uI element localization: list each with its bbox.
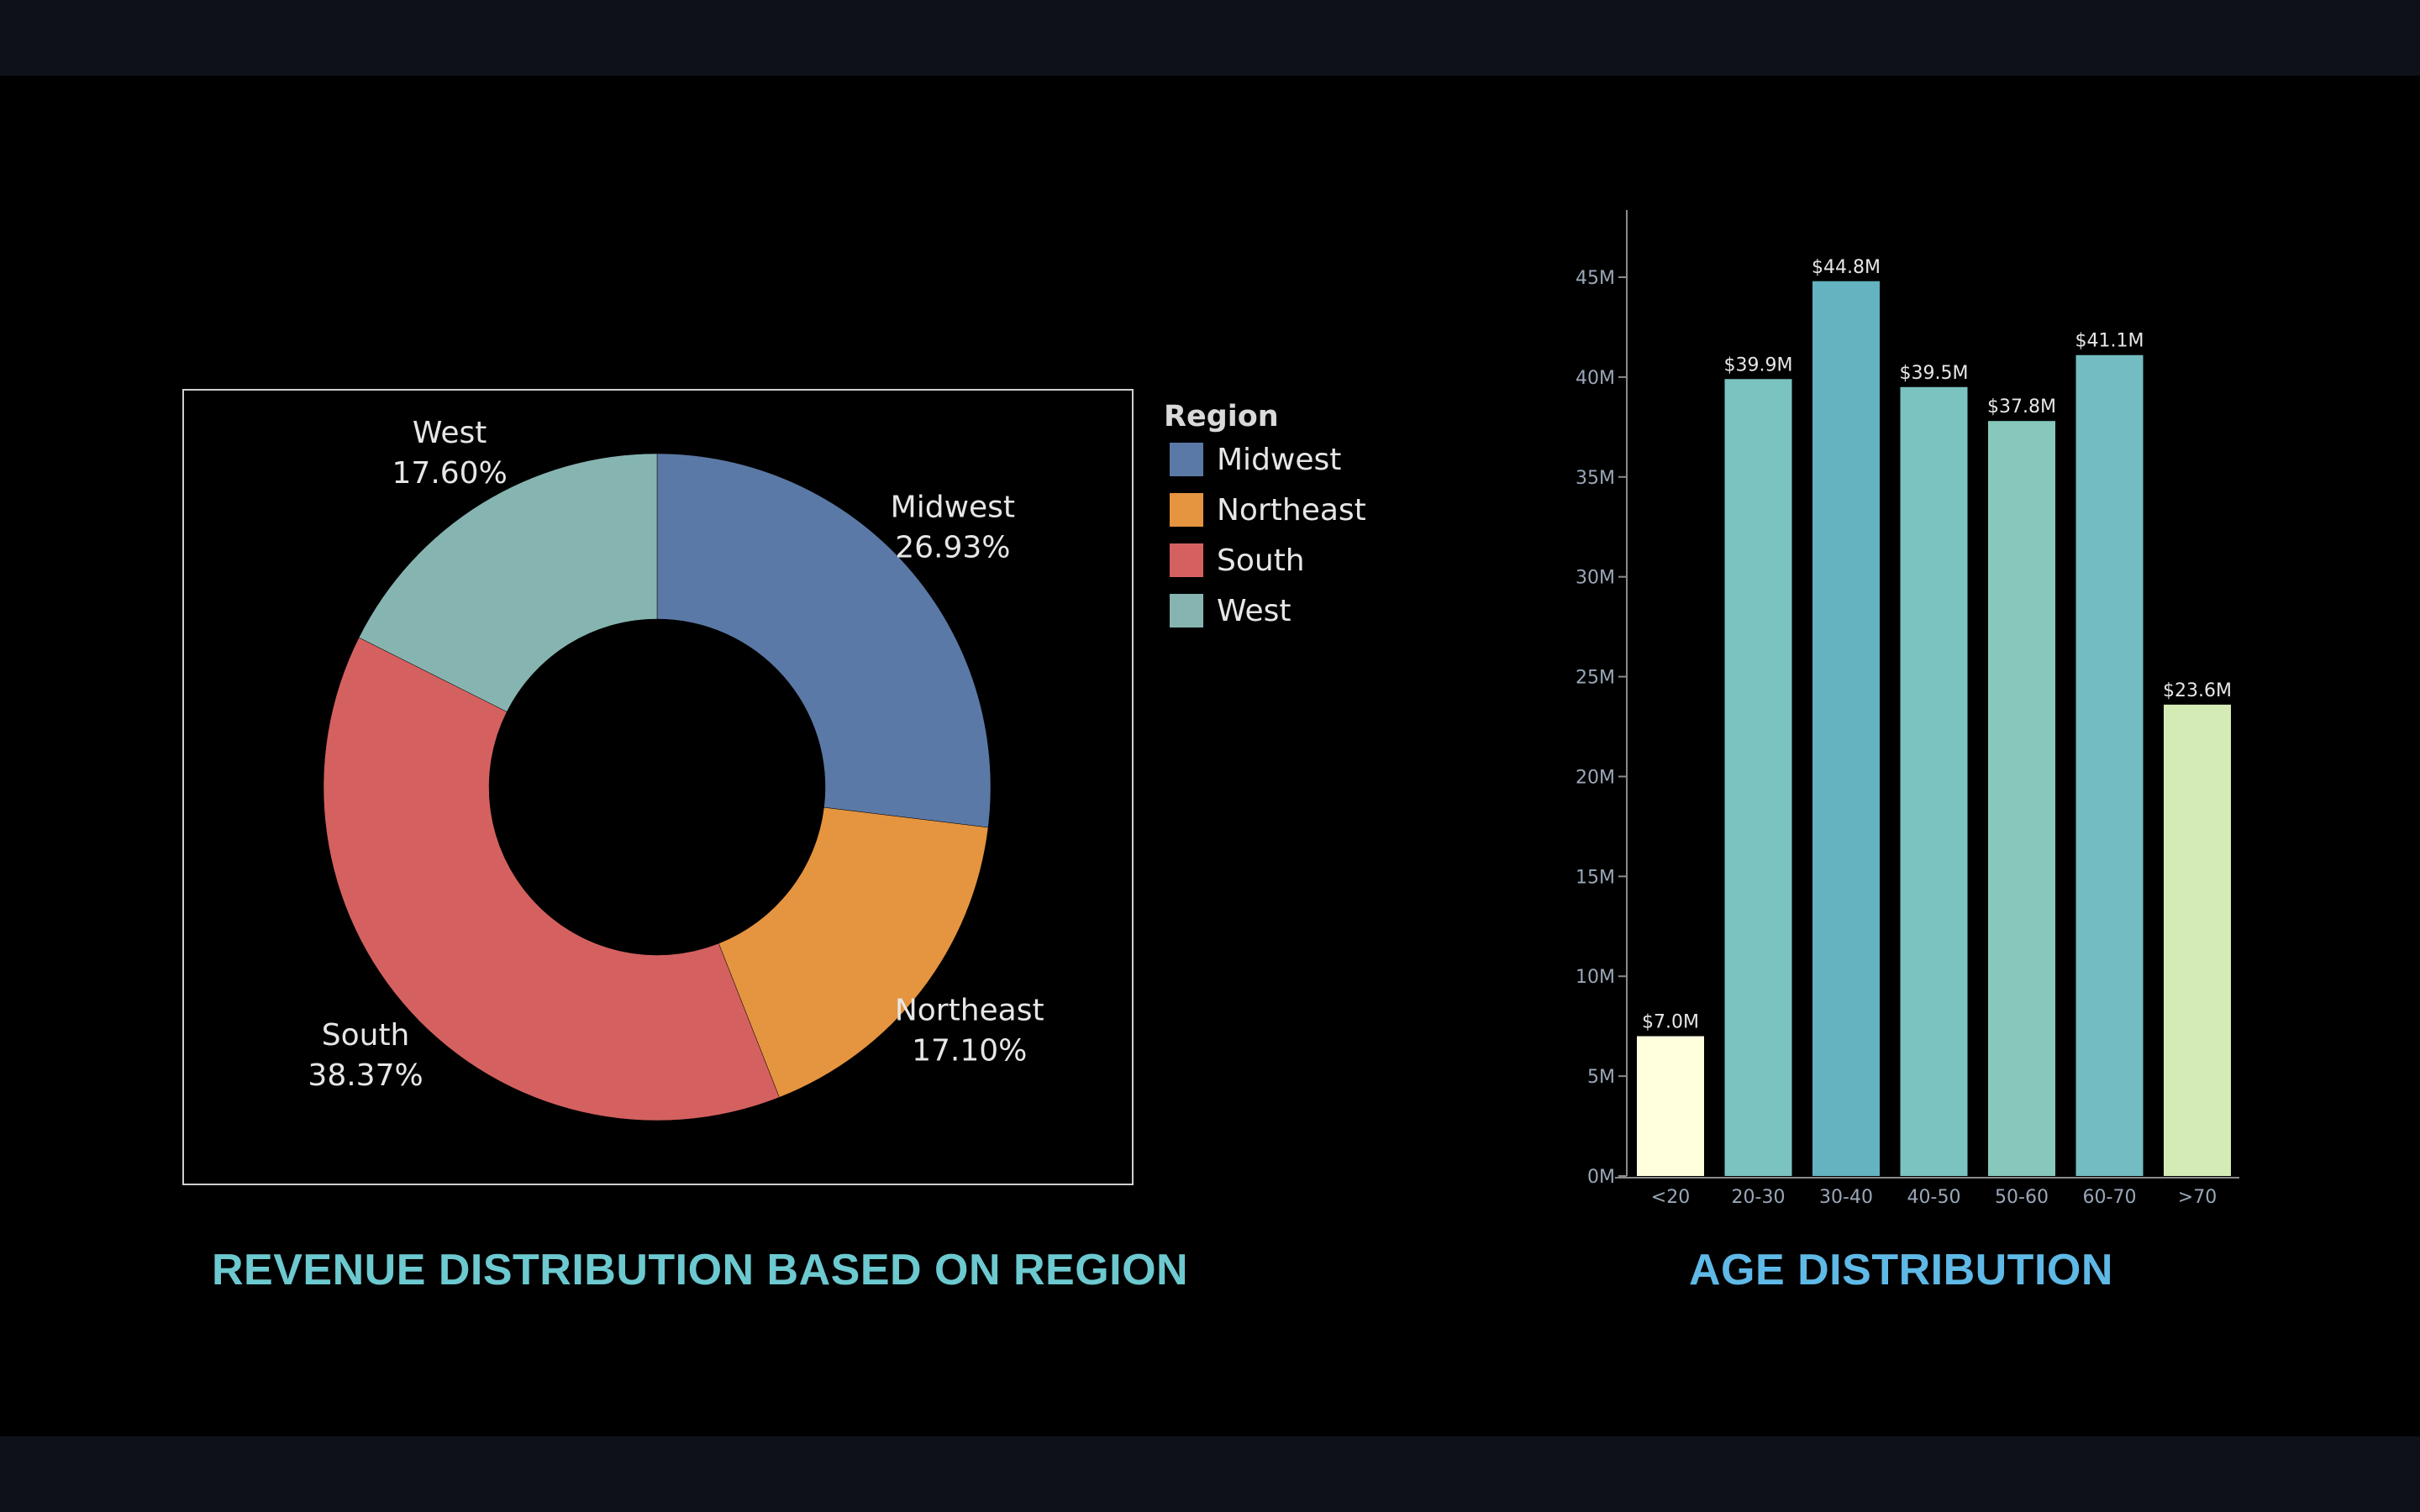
y-tick-label: 40M xyxy=(1576,368,1615,389)
bottom-frame-bar xyxy=(0,1436,2420,1512)
y-tick-label: 45M xyxy=(1576,268,1615,289)
bar-data-label: $44.8M xyxy=(1812,257,1881,278)
x-tick-label: >70 xyxy=(2178,1187,2217,1208)
legend-label-west: West xyxy=(1217,594,1292,628)
legend-label-northeast: Northeast xyxy=(1217,493,1366,528)
donut-slice-midwest xyxy=(656,453,992,828)
legend-swatch-midwest xyxy=(1170,443,1203,476)
slice-value-midwest: 26.93% xyxy=(895,530,1010,564)
bar-chart: 0M 5M 10M 15M 20M 25M 30M 35M 40M 45M $7.0M <20 $39.… xyxy=(1576,210,2239,1208)
y-tick-label: 35M xyxy=(1576,468,1615,489)
legend-title: Region xyxy=(1164,400,1279,433)
legend-label-midwest: Midwest xyxy=(1217,443,1341,477)
y-tick-label: 10M xyxy=(1576,967,1615,988)
bar->70 xyxy=(2164,704,2231,1176)
donut-chart: Midwest 26.93% Northeast 17.10% South 38.37% W… xyxy=(182,389,1366,1185)
slice-value-northeast: 17.10% xyxy=(912,1034,1027,1068)
donut-slice-northeast xyxy=(718,806,989,1098)
legend-swatch-west xyxy=(1170,594,1203,627)
slice-label-south: South xyxy=(322,1018,410,1053)
bar-data-label: $23.6M xyxy=(2163,680,2232,701)
slice-value-west: 17.60% xyxy=(392,456,508,491)
slice-value-south: 38.37% xyxy=(308,1058,423,1093)
bar-data-label: $7.0M xyxy=(1642,1012,1699,1033)
y-tick-label: 20M xyxy=(1576,767,1615,788)
bar-data-label: $39.9M xyxy=(1724,354,1793,375)
revenue-chart-title: REVENUE DISTRIBUTION BASED ON REGION xyxy=(212,1246,1189,1294)
x-tick-label: 50-60 xyxy=(1995,1187,2049,1208)
bar-20-30 xyxy=(1724,379,1792,1176)
bar-50-60 xyxy=(1988,421,2055,1176)
slice-label-northeast: Northeast xyxy=(895,994,1044,1028)
y-tick-label: 25M xyxy=(1576,668,1615,689)
x-tick-label: 30-40 xyxy=(1819,1187,1873,1208)
legend-label-south: South xyxy=(1217,543,1305,578)
bar-data-label: $37.8M xyxy=(1987,396,2056,417)
y-tick-label: 0M xyxy=(1587,1167,1615,1188)
x-tick-label: 60-70 xyxy=(2083,1187,2137,1208)
donut-frame xyxy=(182,389,1134,1185)
bar-60-70 xyxy=(2075,354,2144,1176)
slice-label-west: West xyxy=(413,416,487,450)
bar-data-label: $41.1M xyxy=(2075,331,2144,352)
y-tick-label: 5M xyxy=(1587,1067,1615,1088)
donut-slice-west xyxy=(358,453,658,712)
x-tick-label: 40-50 xyxy=(1907,1187,1961,1208)
y-tick-label: 15M xyxy=(1576,867,1615,888)
legend-swatch-northeast xyxy=(1170,493,1203,527)
bar-30-40 xyxy=(1812,281,1880,1176)
bar-data-label: $39.5M xyxy=(1900,363,1969,384)
legend-swatch-south xyxy=(1170,543,1203,577)
y-tick-label: 30M xyxy=(1576,568,1615,589)
slice-label-midwest: Midwest xyxy=(891,490,1015,524)
x-tick-label: <20 xyxy=(1651,1187,1690,1208)
bar-<20 xyxy=(1637,1036,1704,1176)
top-frame-bar xyxy=(0,0,2420,76)
bar-40-50 xyxy=(1900,386,1968,1176)
x-tick-label: 20-30 xyxy=(1732,1187,1786,1208)
age-chart-title: AGE DISTRIBUTION xyxy=(1689,1246,2113,1294)
